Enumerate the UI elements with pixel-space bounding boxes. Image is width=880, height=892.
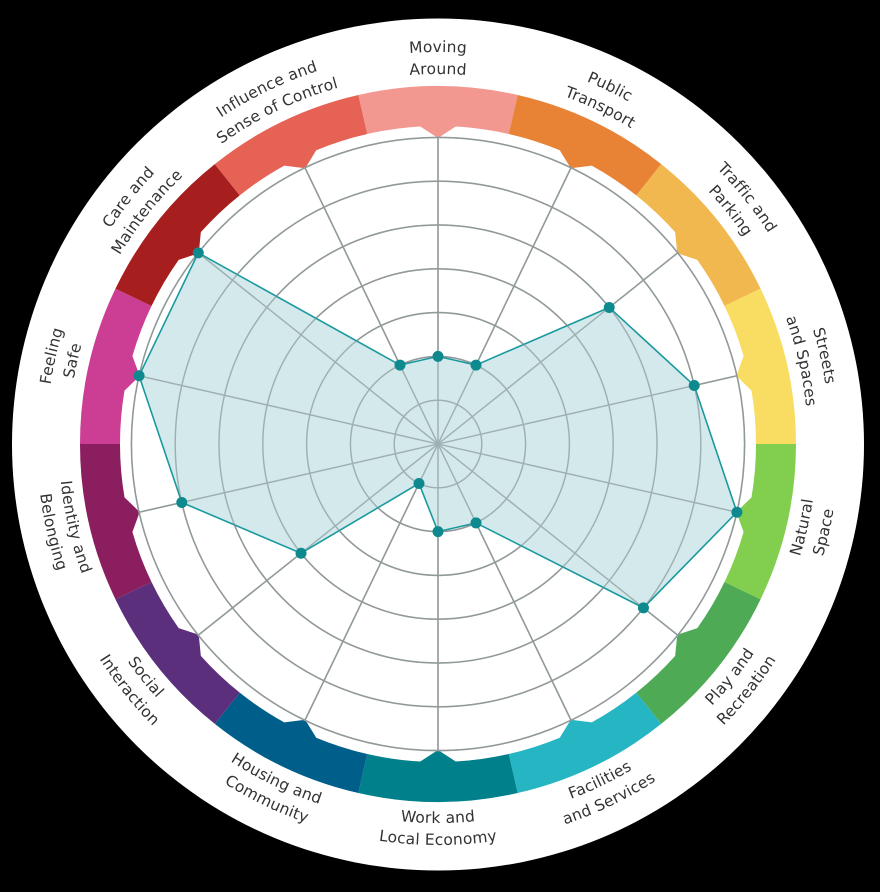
data-point-traffic-and-parking: [603, 301, 615, 313]
band-segment-feeling-safe: [80, 288, 152, 444]
band-segment-natural-space: [724, 444, 796, 600]
data-point-feeling-safe: [133, 370, 145, 382]
data-point-play-and-recreation: [637, 602, 649, 614]
band-segment-social-interaction: [115, 581, 240, 724]
label-moving-around: Moving Around: [409, 38, 468, 79]
band-segment-public-transport: [508, 94, 662, 196]
data-point-work-and-local-economy: [432, 526, 444, 538]
data-point-facilities-and-services: [470, 517, 482, 529]
grid-overlay: [130, 136, 746, 752]
data-point-care-and-maintenance: [192, 247, 204, 259]
band-segment-facilities-and-services: [508, 692, 662, 794]
data-point-natural-space: [731, 506, 743, 518]
band-segment-work-and-local-economy: [358, 750, 518, 802]
data-point-housing-and-community: [413, 477, 425, 489]
band-segment-housing-and-community: [214, 692, 368, 794]
band-segment-influence-and-sense-of-control: [214, 94, 368, 196]
band-segment-play-and-recreation: [636, 581, 761, 724]
data-point-identity-and-belonging: [176, 496, 188, 508]
category-color-band: [80, 85, 796, 802]
data-point-streets-and-spaces: [688, 380, 700, 392]
band-segment-moving-around: [358, 85, 518, 138]
data-point-influence-and-sense-of-control: [394, 359, 406, 371]
data-area: [130, 136, 746, 752]
label-line: Local Economy: [378, 827, 498, 849]
band-segment-traffic-and-parking: [636, 164, 761, 307]
label-line: Around: [409, 60, 468, 79]
band-segment-streets-and-spaces: [724, 288, 796, 444]
label-line: Moving: [409, 38, 468, 57]
label-line: Work and: [400, 807, 476, 827]
data-point-moving-around: [432, 350, 444, 362]
band-segment-identity-and-belonging: [80, 444, 152, 600]
band-segment-care-and-maintenance: [115, 164, 240, 307]
data-point-public-transport: [470, 359, 482, 371]
data-points: [133, 247, 743, 614]
data-point-social-interaction: [295, 547, 307, 559]
